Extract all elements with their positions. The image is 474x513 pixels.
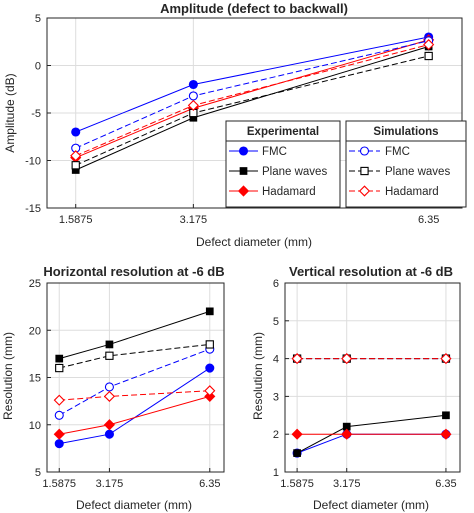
legend-swatch-marker-2 — [237, 185, 250, 197]
hres-xtick-label-1: 3.175 — [96, 478, 124, 490]
vres-series-5-point-1 — [341, 353, 353, 365]
horizontal-resolution-chart: Horizontal resolution at -6 dB Defect di… — [1, 264, 225, 512]
vres-series-5-point-0 — [291, 353, 303, 365]
hres-series-2-point-2 — [204, 390, 216, 402]
legend-entry-simulations-plane-waves: Plane waves — [385, 166, 450, 178]
amp-series-4-point-0 — [71, 161, 80, 170]
hres-xtick-label-2: 6.35 — [199, 478, 220, 490]
hres-series-line-4 — [59, 343, 210, 369]
amp-series-5-point-2 — [423, 39, 435, 51]
amp-series-0-point-1 — [188, 79, 198, 90]
amp-ytick-label-4: 5 — [35, 13, 41, 25]
hres-xtick-label-0: 1.5875 — [42, 478, 76, 490]
hres-series-0-point-1 — [104, 429, 114, 439]
hres-series-2-point-1 — [103, 419, 116, 431]
vres-plot-area — [285, 283, 460, 472]
hres-series-3-point-0 — [54, 410, 64, 420]
amp-ytick-label-2: -5 — [31, 108, 41, 120]
vertical-resolution-chart-xlabel: Defect diameter (mm) — [313, 498, 429, 512]
amp-ytick-label-1: -10 — [25, 156, 41, 168]
vres-xtick-label-1: 3.175 — [333, 478, 361, 490]
amplitude-chart-xlabel: Defect diameter (mm) — [196, 235, 312, 249]
amplitude-legend: Experimental FMC Plane waves Hadamard Si… — [225, 120, 467, 208]
vres-ytick-label-0: 1 — [273, 467, 279, 479]
hres-series-0-point-0 — [54, 439, 64, 449]
hres-series-2-point-0 — [53, 428, 65, 440]
amp-xtick-label-2: 6.35 — [418, 214, 439, 226]
vres-series-2-point-2 — [440, 428, 452, 440]
vres-series-2-point-0 — [291, 428, 303, 440]
horizontal-resolution-chart-xlabel: Defect diameter (mm) — [76, 498, 192, 512]
vres-xtick-label-2: 6.35 — [435, 478, 456, 490]
hres-ytick-label-0: 5 — [35, 467, 41, 479]
legend-entry-experimental-fmc: FMC — [262, 146, 287, 158]
hres-ytick-label-3: 20 — [29, 325, 41, 337]
legend-swatch-marker-1 — [239, 167, 248, 175]
hres-ytick-label-4: 25 — [29, 278, 41, 290]
vres-xtick-label-0: 1.5875 — [280, 478, 314, 490]
legend-entry-simulations-hadamard: Hadamard — [385, 186, 439, 198]
amp-series-5-point-0 — [70, 150, 82, 162]
vres-series-1-point-0 — [293, 449, 301, 457]
legend-entry-experimental-plane-waves: Plane waves — [262, 166, 327, 178]
amp-ytick-label-0: -15 — [25, 203, 41, 215]
legend-swatch-marker-3 — [359, 146, 370, 156]
vres-ytick-label-5: 6 — [273, 278, 279, 290]
vertical-resolution-chart-title: Vertical resolution at -6 dB — [289, 264, 453, 279]
vres-ytick-label-3: 4 — [273, 354, 279, 366]
vertical-resolution-chart: Vertical resolution at -6 dB Defect diam… — [251, 264, 461, 512]
amp-xtick-label-0: 1.5875 — [59, 214, 93, 226]
amp-xtick-label-1: 3.175 — [180, 214, 208, 226]
hres-series-1-point-2 — [205, 307, 214, 316]
hres-series-4-point-0 — [55, 363, 64, 373]
vres-axes-frame — [284, 282, 461, 473]
legend-experimental-title: Experimental — [247, 126, 319, 138]
hres-series-1-point-0 — [55, 354, 64, 363]
amp-series-0-point-0 — [71, 127, 81, 137]
legend-entry-simulations-fmc: FMC — [385, 146, 410, 158]
vres-ytick-label-1: 2 — [273, 429, 279, 441]
hres-series-5-point-2 — [204, 385, 216, 397]
legend-swatch-marker-5 — [358, 185, 371, 197]
hres-series-5-point-0 — [53, 394, 65, 406]
hres-series-0-point-2 — [205, 363, 215, 373]
amplitude-chart-title: Amplitude (defect to backwall) — [160, 1, 348, 16]
hres-series-4-point-1 — [105, 351, 114, 360]
hres-ytick-label-1: 10 — [29, 420, 41, 432]
legend-swatch-marker-0 — [238, 146, 249, 156]
legend-swatch-marker-4 — [360, 166, 369, 176]
vertical-resolution-chart-ylabel: Resolution (mm) — [251, 332, 265, 420]
legend-simulations-title: Simulations — [373, 126, 438, 138]
hres-ytick-label-2: 15 — [29, 373, 41, 385]
vres-series-2-point-1 — [341, 428, 353, 440]
legend-swatches — [229, 146, 380, 197]
legend-entry-experimental-hadamard: Hadamard — [262, 186, 316, 198]
amp-ytick-label-3: 0 — [35, 61, 41, 73]
amp-series-5-point-1 — [187, 99, 199, 111]
hres-series-4-point-2 — [205, 340, 214, 349]
horizontal-resolution-chart-ylabel: Resolution (mm) — [1, 332, 15, 420]
amp-series-3-point-1 — [188, 91, 198, 101]
vres-ytick-label-2: 3 — [273, 391, 279, 403]
vres-series-5-point-2 — [440, 353, 452, 365]
hres-series-1-point-1 — [105, 340, 114, 349]
horizontal-resolution-chart-title: Horizontal resolution at -6 dB — [43, 264, 224, 279]
amplitude-chart-ylabel: Amplitude (dB) — [3, 73, 17, 152]
vres-series-1-point-2 — [442, 411, 450, 420]
hres-series-3-point-1 — [104, 382, 114, 392]
vres-ytick-label-4: 5 — [273, 316, 279, 328]
amp-series-4-point-2 — [424, 51, 433, 61]
hres-series-5-point-1 — [103, 390, 116, 402]
